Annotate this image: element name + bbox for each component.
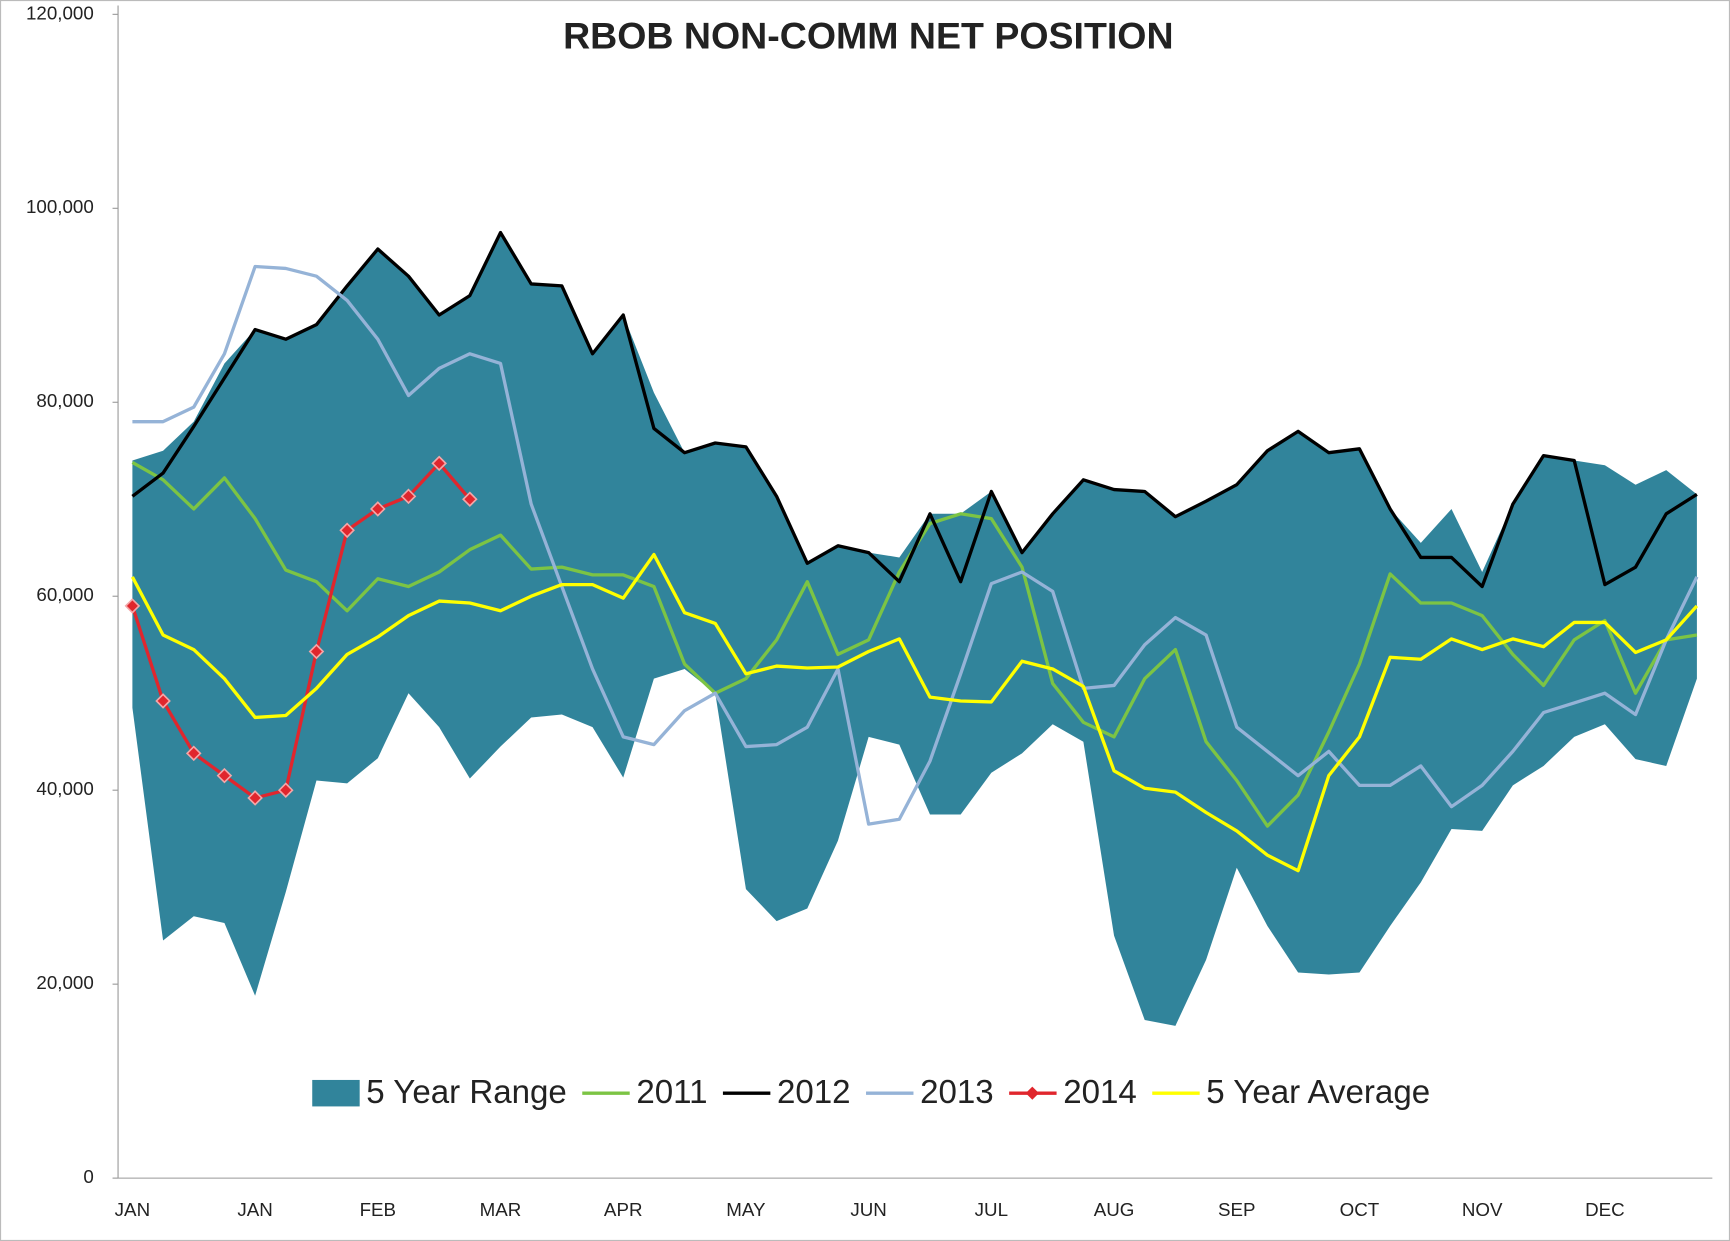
series-line [131,230,1698,589]
legend-swatch [312,1079,360,1107]
point-marker [124,598,141,614]
y-tick-label: 100,000 [26,196,94,217]
x-tick-label: FEB [360,1199,396,1220]
x-tick-label: JUL [975,1199,1008,1220]
point-marker [462,491,478,508]
y-tick-label: 120,000 [26,2,94,23]
chart-title: RBOB NON-COMM NET POSITION [563,15,1173,57]
point-marker [308,643,325,660]
series-line [130,461,472,800]
x-tick-label: JUN [850,1199,886,1220]
x-tick-label: JAN [237,1199,272,1220]
legend-label: 2013 [920,1074,994,1111]
x-tick-label: MAR [480,1199,522,1220]
y-tick-label: 0 [83,1166,93,1187]
series-line [132,264,1699,826]
point-marker [431,455,447,472]
legend-label: 5 Year Range [366,1074,567,1111]
legend-label: 5 Year Average [1206,1074,1430,1111]
point-marker [247,790,263,806]
x-tick-label: JAN [115,1199,150,1220]
y-tick-label: 20,000 [36,972,93,993]
legend-label: 2012 [777,1074,851,1111]
x-tick-label: DEC [1585,1199,1625,1220]
x-tick-label: MAY [726,1199,766,1220]
point-marker [185,745,202,762]
point-marker [277,782,294,798]
range-area [132,232,1697,1026]
point-marker [339,522,355,539]
x-tick-label: AUG [1094,1199,1135,1220]
x-tick-label: SEP [1218,1199,1256,1220]
series-line [130,552,1699,873]
x-tick-label: NOV [1462,1199,1503,1220]
point-marker [216,767,233,784]
point-marker [155,693,171,709]
x-tick-label: APR [604,1199,643,1220]
legend-label: 2011 [636,1074,707,1111]
point-marker [370,501,386,517]
legend-marker [1025,1086,1039,1100]
y-tick-label: 40,000 [36,778,93,799]
y-tick-label: 80,000 [36,390,93,411]
point-marker [400,488,417,505]
legend-label: 2014 [1063,1074,1137,1111]
x-tick-label: OCT [1340,1199,1380,1220]
y-tick-label: 60,000 [36,584,93,605]
